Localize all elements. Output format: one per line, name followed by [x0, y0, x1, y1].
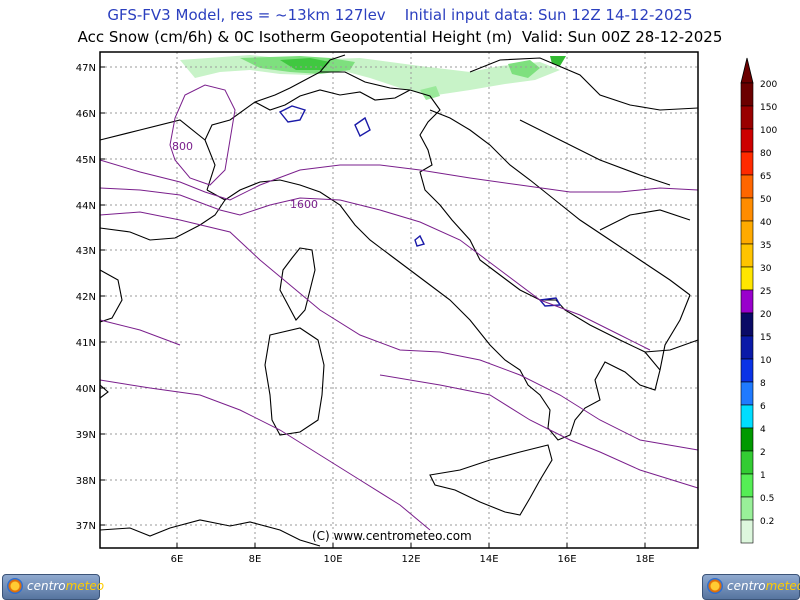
lat-label: 40N	[76, 384, 96, 395]
watermark-text: (C) www.centrometeo.com	[312, 529, 472, 543]
isotherm-contours	[99, 84, 699, 531]
colorbar-label: 100	[760, 126, 777, 136]
colorbar-swatch	[740, 404, 754, 429]
contour-label-1600: 1600	[290, 198, 318, 211]
colorbar-label: 15	[760, 333, 771, 343]
colorbar-swatch	[740, 128, 754, 153]
colorbar-label: 50	[760, 195, 772, 205]
colorbar-swatch	[740, 496, 754, 521]
logo-text-b: meteo	[65, 579, 105, 593]
colorbar-swatch	[740, 427, 754, 452]
colorbar-label: 10	[760, 356, 772, 366]
colorbar-swatch	[740, 381, 754, 406]
colorbar-swatch	[740, 450, 754, 475]
lat-label: 43N	[76, 246, 96, 257]
colorbar-label: 4	[760, 425, 766, 435]
lon-label: 16E	[557, 554, 576, 565]
contour-label-800: 800	[172, 140, 193, 153]
logo-swirl-icon	[707, 578, 723, 594]
colorbar-swatch	[740, 197, 754, 222]
colorbar-swatch	[740, 243, 754, 268]
coastlines	[99, 54, 699, 547]
colorbar-swatch	[740, 289, 754, 314]
lat-label: 39N	[76, 430, 96, 441]
logo-text-a: centro	[27, 579, 66, 593]
colorbar-label: 25	[760, 287, 771, 297]
lat-label: 45N	[76, 155, 96, 166]
map-frame	[99, 51, 699, 549]
colorbar-legend: 200 150 100 80 65 50 40 35 30 25 20 15 10 8 6 4 2 1 0.5 0.2	[740, 57, 777, 544]
colorbar-label: 200	[760, 80, 777, 90]
lat-label: 44N	[76, 201, 96, 212]
colorbar-label: 80	[760, 149, 772, 159]
colorbar-swatch	[740, 358, 754, 383]
colorbar-swatch	[740, 174, 754, 199]
colorbar-swatch	[740, 473, 754, 498]
colorbar-label: 8	[760, 379, 766, 389]
lon-label: 18E	[635, 554, 654, 565]
lon-label: 14E	[479, 554, 498, 565]
lat-label: 41N	[76, 338, 96, 349]
colorbar-label: 0.2	[760, 517, 774, 527]
colorbar-swatch	[740, 151, 754, 176]
colorbar-label: 0.5	[760, 494, 774, 504]
colorbar-swatch	[740, 335, 754, 360]
colorbar-swatch	[740, 312, 754, 337]
colorbar-swatch	[740, 519, 754, 544]
lat-label: 37N	[76, 521, 96, 532]
logo-text-a: centro	[727, 579, 766, 593]
colorbar-swatch	[740, 82, 754, 107]
centrometeo-logo-left: centrometeo	[2, 574, 104, 600]
header-model-line: GFS-FV3 Model, res = ~13km 127lev Initia…	[107, 6, 693, 24]
centrometeo-logo-right: centrometeo	[702, 574, 800, 600]
colorbar-label: 1	[760, 471, 766, 481]
colorbar-label: 150	[760, 103, 777, 113]
colorbar-label: 65	[760, 172, 771, 182]
lon-label: 8E	[249, 554, 262, 565]
colorbar-swatch	[740, 220, 754, 245]
snow-contours-blue	[278, 105, 562, 307]
colorbar-label: 35	[760, 241, 771, 251]
colorbar-label: 40	[760, 218, 772, 228]
map-area	[100, 52, 698, 548]
colorbar-swatch	[740, 105, 754, 130]
lon-label: 10E	[323, 554, 342, 565]
logo-swirl-icon	[7, 578, 23, 594]
lon-label: 6E	[171, 554, 184, 565]
snow-shading	[180, 55, 566, 100]
colorbar-top-arrow	[740, 57, 754, 84]
colorbar-label: 30	[760, 264, 772, 274]
colorbar-swatch	[740, 266, 754, 291]
logo-text-b: meteo	[765, 579, 800, 593]
lon-label: 12E	[401, 554, 420, 565]
colorbar-label: 2	[760, 448, 766, 458]
lat-label: 42N	[76, 292, 96, 303]
lat-label: 38N	[76, 476, 96, 487]
axis-ticks	[100, 66, 646, 548]
colorbar-label: 20	[760, 310, 772, 320]
lat-label: 46N	[76, 109, 96, 120]
colorbar-label: 6	[760, 402, 766, 412]
header-field-line: Acc Snow (cm/6h) & 0C Isotherm Geopotent…	[77, 28, 723, 46]
lat-label: 47N	[76, 63, 96, 74]
